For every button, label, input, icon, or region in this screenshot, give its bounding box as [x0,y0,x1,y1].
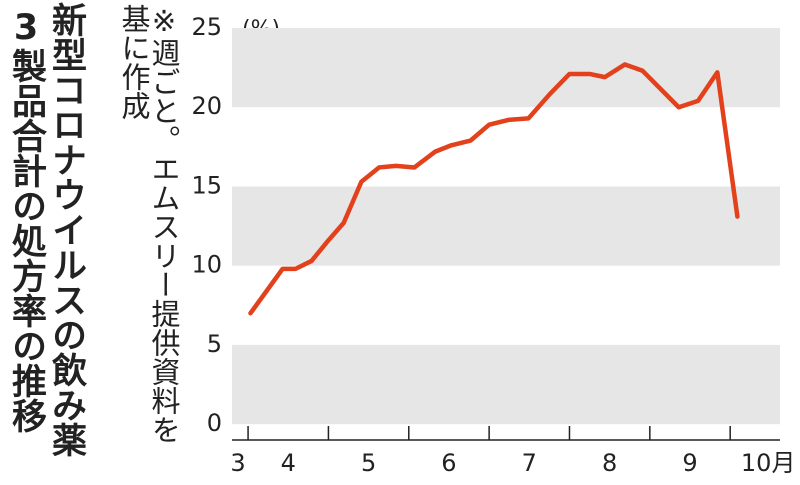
x-tick-label: 3 [230,449,245,477]
x-tick-label: 10月 [741,449,796,477]
note: ※週ごと。エムスリー提供資料を [147,4,181,444]
grid-band [232,344,780,425]
chart-title: 3製品合計の処方率の推移 [6,8,47,433]
x-tick-label: 4 [281,449,296,477]
y-tick-label: 20 [191,92,222,120]
x-tick-label: 6 [441,449,456,477]
y-tick-label: 10 [191,251,222,279]
x-tick-label: 9 [682,449,697,477]
x-tick-label: 5 [361,449,376,477]
grid-band [232,28,780,108]
x-tick-label: 8 [602,449,617,477]
x-tick-label: 7 [522,449,537,477]
chart-title: 新型コロナウイルスの飲み薬 [46,2,87,457]
note: 基に作成 [117,4,151,120]
data-line [248,62,740,316]
y-tick-label: 5 [207,330,222,358]
y-tick-label: 0 [207,409,222,437]
y-tick-label: 15 [191,171,222,199]
y-tick-label: 25 [191,13,222,41]
grid-band [232,186,780,266]
